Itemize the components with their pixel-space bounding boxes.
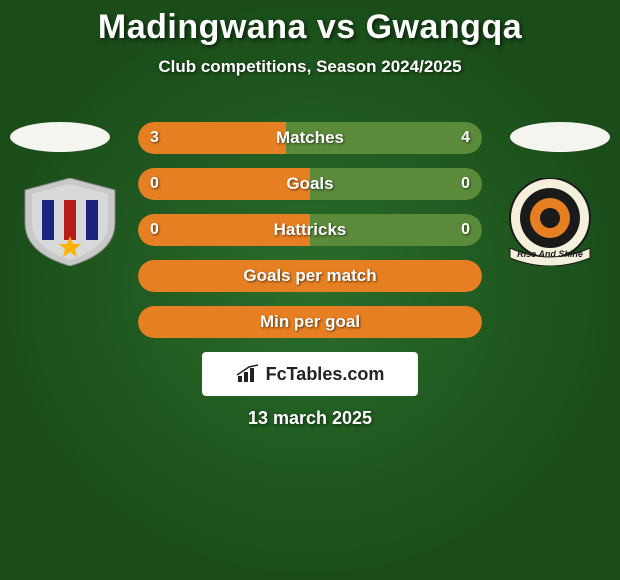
stats-panel: Matches34Goals00Hattricks00Goals per mat…: [138, 122, 482, 352]
stat-label: Hattricks: [138, 214, 482, 246]
stat-value-right: 0: [461, 214, 470, 246]
stat-value-right: 0: [461, 168, 470, 200]
player-right-head: [510, 122, 610, 152]
chart-icon: [236, 364, 260, 384]
stat-label: Matches: [138, 122, 482, 154]
stat-row: Min per goal: [138, 306, 482, 338]
date-label: 13 march 2025: [0, 408, 620, 429]
club-badge-left: [20, 178, 120, 266]
stat-label: Min per goal: [138, 306, 482, 338]
stat-row: Hattricks0 0: [138, 214, 482, 246]
brand-text: FcTables.com: [266, 364, 385, 385]
stat-value-right: 4: [461, 122, 470, 154]
shield-icon: [20, 178, 120, 266]
stat-row: Goals0 0: [138, 168, 482, 200]
stat-row: Goals per match: [138, 260, 482, 292]
club-badge-right: Rise And Shine: [500, 178, 600, 266]
stat-label: Goals per match: [138, 260, 482, 292]
stat-label: Goals: [138, 168, 482, 200]
shield-icon: Rise And Shine: [500, 178, 600, 266]
page-subtitle: Club competitions, Season 2024/2025: [0, 57, 620, 77]
stat-value-left: 3: [150, 122, 159, 154]
stat-row: Matches3 4: [138, 122, 482, 154]
stat-value-left: 0: [150, 168, 159, 200]
stat-value-left: 0: [150, 214, 159, 246]
brand-box: FcTables.com: [202, 352, 418, 396]
page-title: Madingwana vs Gwangqa: [0, 8, 620, 47]
player-left-head: [10, 122, 110, 152]
badge-motto: Rise And Shine: [517, 249, 583, 259]
